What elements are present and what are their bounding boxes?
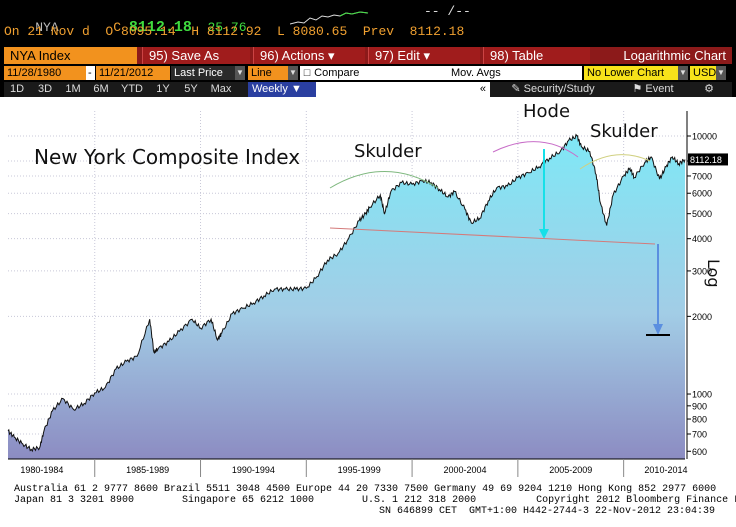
quote-line-1: NYA C 8112.18 25.76	[4, 4, 247, 51]
table-button[interactable]: 98) Table	[483, 47, 590, 64]
y-tick-label: 900	[692, 401, 707, 411]
x-axis: 1980-1984 1985-1989 1990-1994 1995-1999 2000…	[8, 458, 687, 477]
save-as-button[interactable]: 95) Save As	[142, 47, 250, 64]
ticker-symbol: NYA	[35, 20, 59, 35]
y-tick-label: 5000	[692, 209, 712, 219]
period-bar: 1D 3D 1M 6M YTD 1Y 5Y Max Weekly ▼ « ✎ Security…	[4, 82, 732, 97]
start-date-field[interactable]: 11/28/1980	[4, 66, 86, 80]
flag-icon: ⚑	[632, 83, 643, 95]
y-tick-label: 800	[692, 415, 707, 425]
chart-svg: New York Composite Index Skulder Hode Sk…	[7, 101, 728, 477]
close-label: C	[113, 20, 122, 35]
annotation-right-shoulder: Skulder	[590, 121, 658, 142]
target-arrowhead-icon	[653, 324, 663, 335]
settings-bar: 11/28/1980 - 11/21/2012 Last Price ▼ Lin…	[4, 65, 732, 81]
date-separator: -	[86, 66, 95, 80]
compare-check-icon: ☐	[303, 68, 312, 78]
lower-chart-select[interactable]: No Lower Chart	[584, 66, 678, 80]
y-tick-label: 10000	[692, 132, 717, 142]
ticker-field[interactable]: NYA Index	[4, 47, 137, 64]
pencil-icon: ✎	[511, 83, 521, 95]
y-tick-label: 3000	[692, 266, 712, 276]
compare-label: Compare	[314, 67, 360, 79]
y-tick-label: 700	[692, 429, 707, 439]
period-tab-1d[interactable]: 1D	[9, 83, 25, 95]
x-tick-label: 1980-1984	[20, 465, 63, 475]
annotation-left-shoulder: Skulder	[354, 141, 422, 162]
area-fill	[8, 134, 685, 459]
y-tick-label: 4000	[692, 234, 712, 244]
y-tick-label: 6000	[692, 189, 712, 199]
frequency-label: Weekly	[252, 83, 288, 95]
period-tab-3d[interactable]: 3D	[37, 83, 53, 95]
end-date-field[interactable]: 11/21/2012	[96, 66, 170, 80]
compare-button[interactable]: ☐ Compare	[300, 66, 448, 80]
x-tick-label: 2010-2014	[644, 465, 687, 475]
mov-avgs-button[interactable]: Mov. Avgs	[448, 66, 582, 80]
last-price-label: 8112.18	[690, 155, 722, 165]
y-axis-label: Log	[704, 259, 723, 288]
footer-line-1: Australia 61 2 9777 8600 Brazil 5511 304…	[14, 484, 717, 495]
frequency-select[interactable]: Weekly ▼	[248, 82, 318, 97]
y-tick-label: 1000	[692, 390, 712, 400]
y-tick-label: 7000	[692, 171, 712, 181]
last-price-marker	[688, 153, 728, 166]
head-arc	[492, 141, 579, 158]
event-label: Event	[645, 83, 674, 95]
edit-label: 97) Edit	[375, 48, 420, 63]
chart-area: New York Composite Index Skulder Hode Sk…	[0, 97, 736, 527]
security-study-button[interactable]: ✎ Security/Study	[494, 82, 612, 97]
gear-icon[interactable]: ⚙	[704, 83, 714, 95]
security-study-label: Security/Study	[523, 83, 595, 95]
quote-line-2: On 21 Nov d O 8095.14 H 8112.92 L 8080.6…	[4, 24, 465, 39]
head-arrowhead-icon	[539, 229, 549, 239]
net-change: 25.76	[207, 20, 247, 35]
chevron-down-icon: ▾	[423, 48, 430, 63]
chevron-down-icon[interactable]: ▼	[716, 66, 726, 80]
period-tab-ytd[interactable]: YTD	[121, 83, 143, 95]
annotation-head: Hode	[523, 101, 570, 122]
period-tab-1m[interactable]: 1M	[65, 83, 81, 95]
footer-line-3: SN 646899 CET GMT+1:00 H442-2744-3 22-No…	[379, 506, 716, 517]
bid-ask: -- /--	[424, 4, 471, 19]
field-select[interactable]: Last Price	[171, 66, 235, 80]
period-tab-6m[interactable]: 6M	[93, 83, 109, 95]
chevron-down-icon: ▼	[290, 83, 302, 95]
y-tick-label: 600	[692, 447, 707, 457]
x-tick-label: 1990-1994	[232, 465, 275, 475]
sparkline-icon	[290, 11, 369, 25]
period-tab-max[interactable]: Max	[210, 83, 232, 95]
y-tick-label: 2000	[692, 312, 712, 322]
right-shoulder-arc	[579, 154, 651, 170]
chart-type-title: Logarithmic Chart	[623, 48, 726, 63]
actions-label: 96) Actions	[260, 48, 325, 63]
x-tick-label: 1995-1999	[338, 465, 381, 475]
price-line	[7, 133, 686, 453]
chevron-down-icon[interactable]: ▼	[235, 66, 245, 80]
edit-button[interactable]: 97) Edit ▾	[368, 47, 480, 64]
style-select[interactable]: Line	[248, 66, 288, 80]
neckline	[329, 227, 656, 245]
left-shoulder-arc	[329, 171, 439, 189]
x-tick-label: 2005-2009	[549, 465, 592, 475]
footer: Australia 61 2 9777 8600 Brazil 5511 304…	[0, 479, 736, 527]
function-bar: NYA Index 95) Save As 96) Actions ▾ 97) …	[4, 47, 732, 64]
last-price: 8112.18	[128, 19, 192, 36]
expand-icon[interactable]: «	[316, 82, 490, 97]
event-button[interactable]: ⚑ Event	[616, 82, 690, 97]
chevron-down-icon[interactable]: ▼	[678, 66, 688, 80]
chart-title: New York Composite Index	[34, 145, 300, 169]
period-tab-5y[interactable]: 5Y	[184, 83, 198, 95]
chevron-down-icon[interactable]: ▼	[288, 66, 298, 80]
chevron-down-icon: ▾	[327, 48, 335, 63]
x-tick-label: 1985-1989	[126, 465, 169, 475]
period-tab-1y[interactable]: 1Y	[156, 83, 170, 95]
currency-select[interactable]: USD	[690, 66, 716, 80]
x-tick-label: 2000-2004	[443, 465, 486, 475]
actions-button[interactable]: 96) Actions ▾	[253, 47, 365, 64]
footer-line-2: Japan 81 3 3201 8900 Singapore 65 6212 1…	[14, 495, 736, 506]
